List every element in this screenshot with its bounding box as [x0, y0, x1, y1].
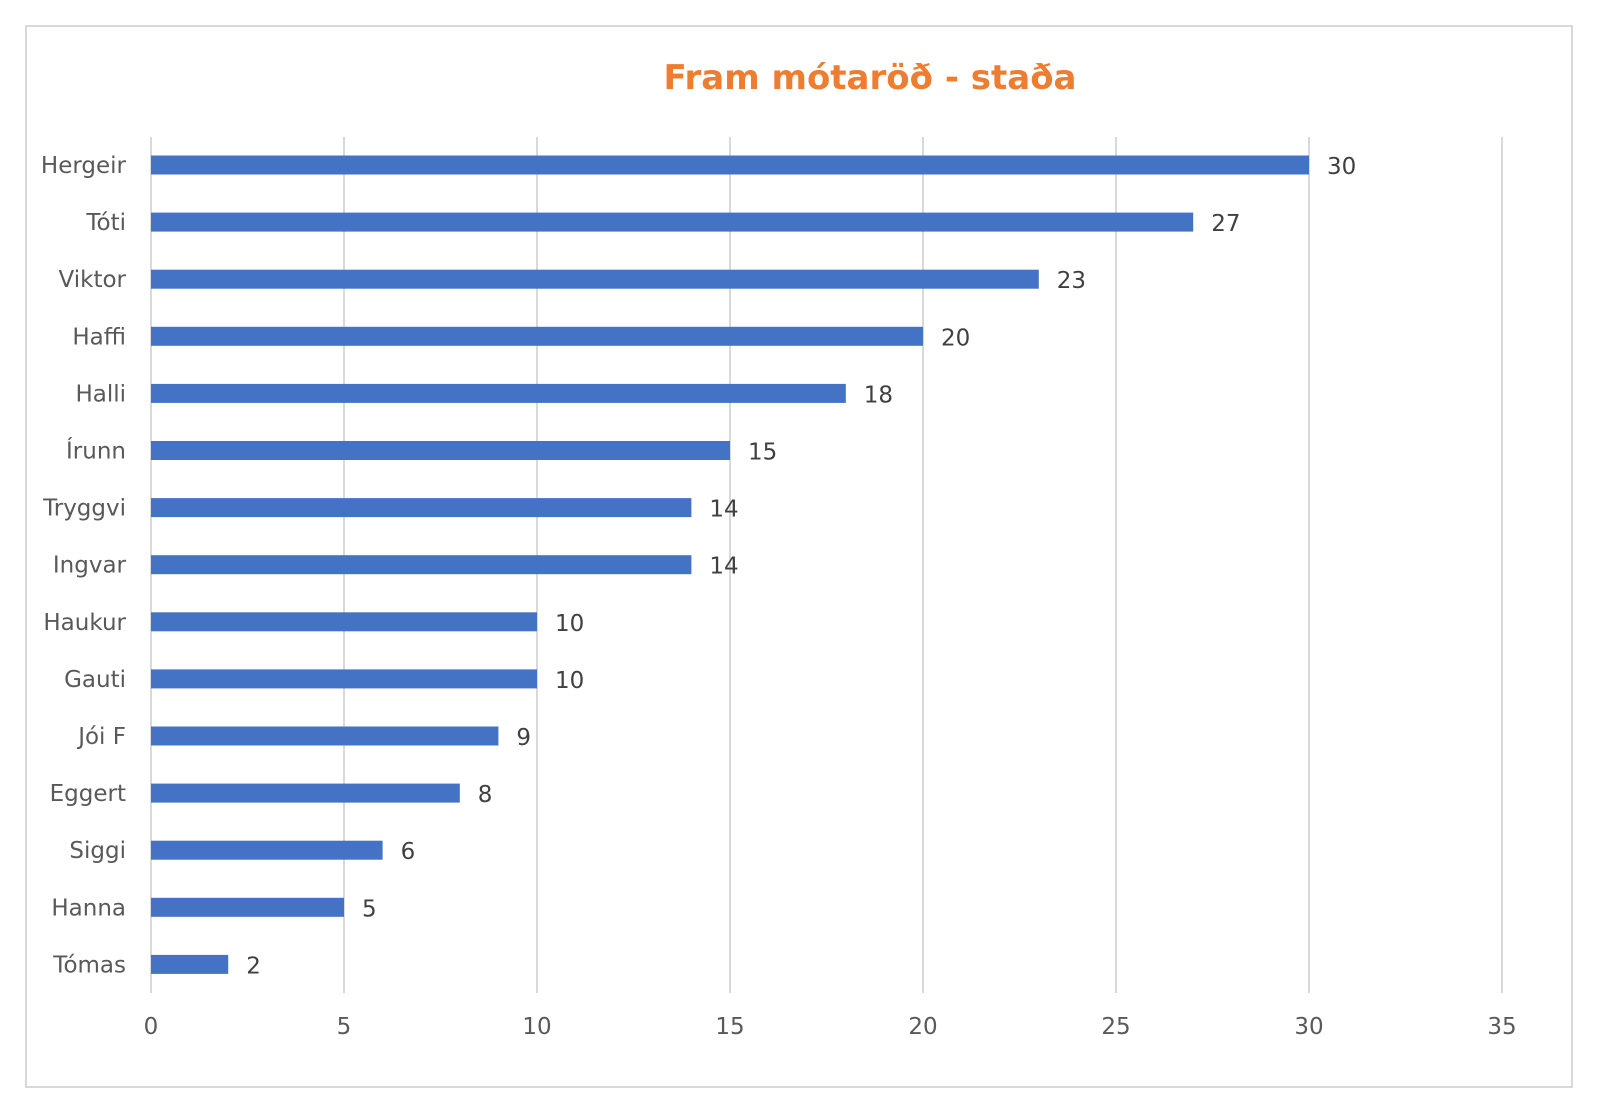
data-label: 23 [1057, 268, 1086, 294]
x-tick-label: 25 [1101, 1014, 1130, 1040]
bar [151, 327, 923, 346]
data-label: 10 [555, 668, 584, 694]
bar [151, 441, 730, 460]
category-label: Tóti [85, 210, 126, 236]
data-label: 18 [864, 382, 893, 408]
data-label: 6 [401, 839, 416, 865]
data-label: 10 [555, 611, 584, 637]
data-label: 15 [748, 440, 777, 466]
category-label: Haukur [43, 610, 126, 636]
data-label: 5 [362, 896, 377, 922]
x-tick-label: 0 [144, 1014, 159, 1040]
x-tick-label: 5 [337, 1014, 352, 1040]
x-tick-label: 10 [522, 1014, 551, 1040]
category-label: Viktor [59, 267, 127, 293]
bar [151, 841, 383, 860]
data-label: 2 [246, 953, 261, 979]
category-label: Siggi [69, 838, 126, 864]
bar [151, 955, 228, 974]
category-label: Tómas [52, 952, 126, 978]
bar [151, 727, 498, 746]
x-tick-label: 35 [1487, 1014, 1516, 1040]
bar [151, 213, 1193, 232]
x-tick-label: 30 [1294, 1014, 1323, 1040]
bar [151, 612, 537, 631]
data-label: 14 [709, 554, 738, 580]
category-label: Hanna [51, 895, 126, 921]
category-label: Hergeir [41, 153, 127, 179]
bar [151, 669, 537, 688]
category-label: Tryggvi [42, 496, 126, 522]
category-label: Halli [75, 381, 126, 407]
category-label: Eggert [50, 781, 126, 807]
data-label: 20 [941, 325, 970, 351]
bar [151, 555, 691, 574]
category-label: Írunn [66, 437, 126, 465]
data-label: 14 [709, 497, 738, 523]
bar [151, 898, 344, 917]
x-tick-label: 15 [715, 1014, 744, 1040]
data-label: 8 [478, 782, 493, 808]
x-axis-ticks: 0 5 10 15 20 25 30 35 [144, 1014, 1517, 1040]
x-tick-label: 20 [908, 1014, 937, 1040]
bar [151, 384, 846, 403]
category-label: Gauti [64, 667, 126, 693]
data-label: 30 [1327, 154, 1356, 180]
bar [151, 156, 1309, 175]
data-label: 27 [1211, 211, 1240, 237]
bar [151, 270, 1039, 289]
category-label: Ingvar [53, 553, 127, 579]
category-label: Haffi [72, 324, 126, 350]
category-labels: Hergeir Tóti Viktor Haffi Halli Írunn Tryggvi I… [41, 153, 127, 978]
bar [151, 498, 691, 517]
category-label: Jói F [76, 724, 126, 750]
bar [151, 784, 460, 803]
data-label: 9 [516, 725, 531, 751]
